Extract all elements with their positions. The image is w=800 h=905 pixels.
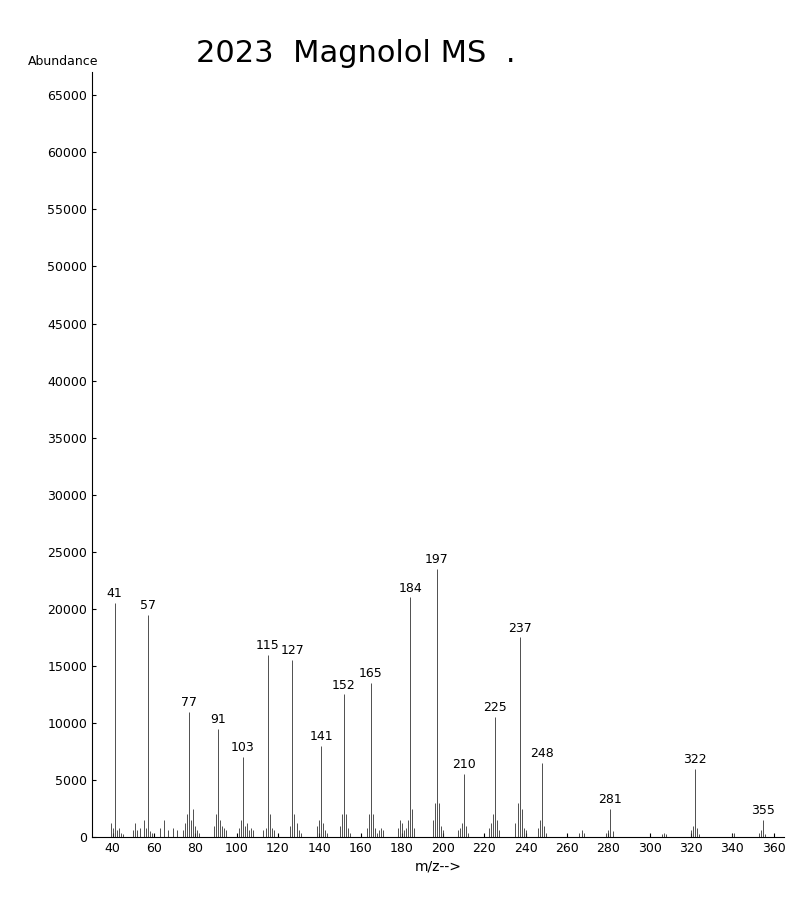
Text: 57: 57: [140, 599, 156, 612]
Text: Abundance: Abundance: [28, 55, 98, 68]
Text: 355: 355: [751, 805, 775, 817]
Text: 41: 41: [107, 587, 122, 600]
Text: 141: 141: [310, 730, 333, 743]
Text: 103: 103: [231, 741, 254, 755]
Text: 248: 248: [530, 748, 554, 760]
Text: 77: 77: [181, 696, 197, 709]
Text: 165: 165: [359, 667, 382, 681]
Text: 281: 281: [598, 793, 622, 805]
Text: 91: 91: [210, 713, 226, 726]
X-axis label: m/z-->: m/z-->: [414, 859, 462, 873]
Text: 225: 225: [483, 701, 506, 714]
Text: 210: 210: [452, 758, 476, 771]
Text: 2023  Magnolol MS  .: 2023 Magnolol MS .: [196, 39, 515, 68]
Text: 152: 152: [332, 679, 356, 691]
Text: 184: 184: [398, 582, 422, 595]
Text: 322: 322: [683, 753, 707, 766]
Text: 197: 197: [425, 553, 449, 566]
Text: 237: 237: [508, 622, 531, 634]
Text: 115: 115: [256, 639, 279, 652]
Text: 127: 127: [281, 644, 304, 657]
